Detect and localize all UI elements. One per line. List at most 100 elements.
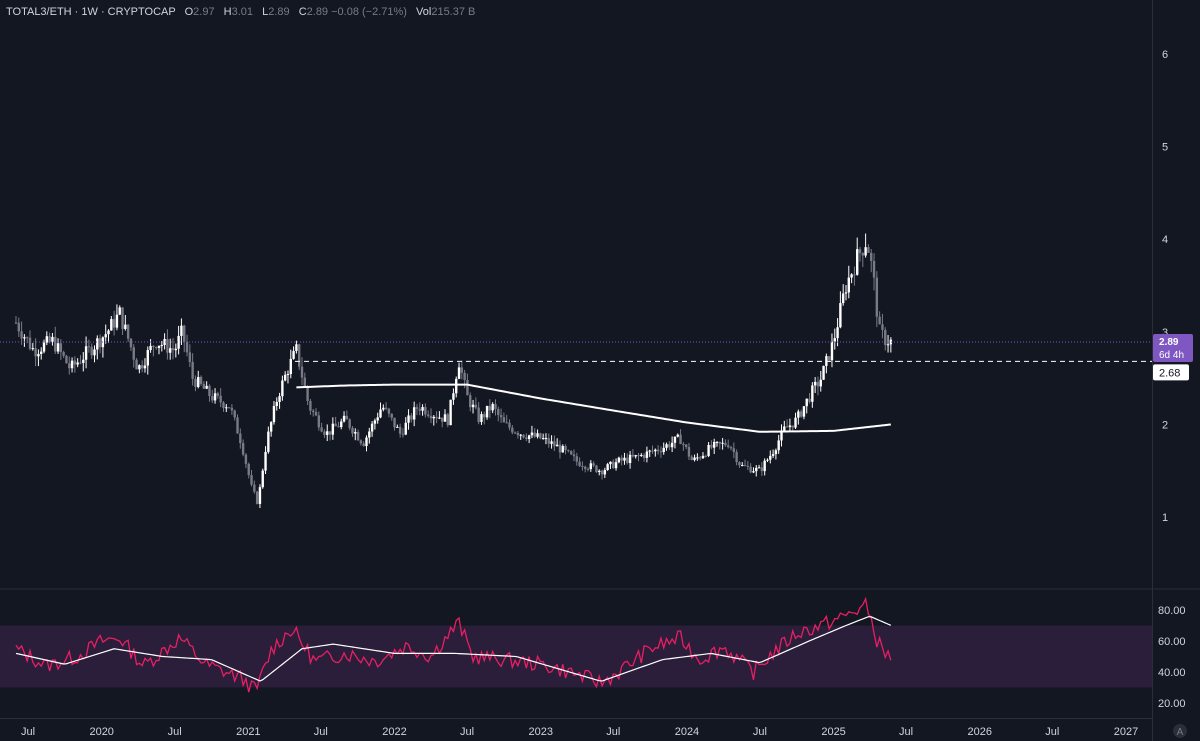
candle-body xyxy=(267,431,270,452)
candle-body xyxy=(48,336,51,342)
candle-body xyxy=(412,407,416,420)
candle-body xyxy=(441,417,444,422)
symbol-label[interactable]: TOTAL3/ETH · 1W · CRYPTOCAP xyxy=(6,6,176,18)
candle-body xyxy=(320,427,323,432)
candle-body xyxy=(169,348,172,353)
candle-body xyxy=(225,407,228,409)
candle-body xyxy=(505,422,508,424)
candle-body xyxy=(497,409,500,416)
candle-body xyxy=(659,451,663,453)
auto-scale-bg xyxy=(1173,724,1187,738)
candle-body xyxy=(219,395,222,403)
price-tick-label: 1 xyxy=(1162,512,1168,524)
candle-body xyxy=(28,337,32,349)
candle-body xyxy=(359,440,363,444)
candle-body xyxy=(530,432,534,436)
candle-body xyxy=(404,422,407,435)
candle-body xyxy=(185,341,189,353)
candle-body xyxy=(886,344,890,346)
time-tick-label: Jul xyxy=(460,726,474,738)
candle-body xyxy=(483,414,486,418)
candle-body xyxy=(710,444,713,448)
candle-body xyxy=(68,363,71,369)
candle-body xyxy=(455,378,458,394)
candle-body xyxy=(519,434,522,436)
candle-body xyxy=(59,343,63,353)
candle-body xyxy=(84,346,88,360)
candle-body xyxy=(415,407,419,409)
candle-body xyxy=(477,407,480,423)
candle-body xyxy=(670,442,674,448)
candle-body xyxy=(707,444,710,456)
candle-body xyxy=(533,432,536,437)
candle-body xyxy=(637,455,640,457)
candle-body xyxy=(37,353,40,357)
candle-body xyxy=(370,423,374,432)
candle-body xyxy=(177,335,180,349)
candle-body xyxy=(623,457,626,461)
time-tick-label: Jul xyxy=(314,726,328,738)
candle-body xyxy=(648,450,651,452)
candle-body xyxy=(387,408,391,414)
candle-body xyxy=(732,448,736,453)
candle-body xyxy=(539,433,542,439)
candle-body xyxy=(839,303,842,328)
candle-body xyxy=(645,451,649,458)
price-tick-label: 5 xyxy=(1162,142,1168,154)
candle-body xyxy=(499,415,503,418)
candle-body xyxy=(410,415,413,420)
candle-body xyxy=(407,415,410,423)
candle-body xyxy=(244,454,248,464)
level-badge-bg xyxy=(1153,364,1189,381)
candle-body xyxy=(135,359,138,370)
candle-body xyxy=(188,352,192,362)
open-value: 2.97 xyxy=(193,6,215,18)
candle-body xyxy=(314,412,318,416)
candle-body xyxy=(56,343,60,352)
high-value: 3.01 xyxy=(231,6,254,18)
candle-body xyxy=(858,249,862,254)
volume-value: 215.37 B xyxy=(431,6,476,18)
candle-body xyxy=(511,427,514,433)
candle-body xyxy=(872,260,876,278)
candle-body xyxy=(211,396,214,401)
candle-body xyxy=(79,362,82,364)
candle-body xyxy=(384,407,388,409)
candle-body xyxy=(547,438,550,444)
candle-body xyxy=(592,463,595,466)
auto-scale-button[interactable]: A xyxy=(1173,724,1187,738)
candle-body xyxy=(718,441,722,444)
candle-body xyxy=(250,475,253,485)
candle-body xyxy=(354,432,357,434)
candle-body xyxy=(595,465,598,473)
candle-body xyxy=(457,367,461,379)
candle-body xyxy=(45,336,49,343)
candle-body xyxy=(247,463,250,476)
candle-body xyxy=(368,431,371,438)
candle-body xyxy=(124,324,127,329)
candle-body xyxy=(438,417,441,419)
time-tick-label: 2020 xyxy=(89,726,113,738)
candle-body xyxy=(255,491,259,504)
candle-body xyxy=(502,417,506,423)
candle-body xyxy=(118,307,121,315)
candle-body xyxy=(553,441,556,447)
candle-body xyxy=(581,466,584,468)
candle-body xyxy=(822,365,825,380)
candle-body xyxy=(269,422,273,432)
candle-body xyxy=(326,431,329,435)
candle-body xyxy=(300,366,304,378)
candle-body xyxy=(516,432,520,436)
close-label: C xyxy=(298,6,307,18)
candle-body xyxy=(575,456,578,462)
candle-body xyxy=(701,455,705,459)
candle-body xyxy=(569,451,573,455)
price-tick-label: 4 xyxy=(1162,234,1168,246)
time-tick-label: 2021 xyxy=(236,726,260,738)
candle-body xyxy=(115,314,119,328)
candle-body xyxy=(724,442,727,446)
candle-body xyxy=(586,468,590,470)
candle-body xyxy=(292,350,295,359)
candle-body xyxy=(278,396,281,402)
